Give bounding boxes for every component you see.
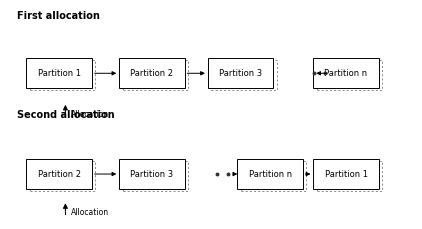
Bar [119, 58, 185, 88]
Text: Allocation: Allocation [70, 110, 108, 119]
Text: Partition 3: Partition 3 [219, 69, 262, 78]
Bar [313, 159, 379, 189]
Text: Partition n: Partition n [325, 69, 368, 78]
Bar [241, 161, 306, 191]
Bar [122, 60, 188, 90]
Text: Partition 1: Partition 1 [325, 169, 368, 179]
Bar [30, 161, 95, 191]
Bar [316, 60, 382, 90]
Text: Partition 3: Partition 3 [130, 169, 173, 179]
Text: Partition 2: Partition 2 [130, 69, 173, 78]
Bar [27, 159, 92, 189]
Bar [27, 58, 92, 88]
Text: Second allocation: Second allocation [17, 109, 114, 120]
Text: Partition 1: Partition 1 [38, 69, 81, 78]
Bar [211, 60, 277, 90]
Text: First allocation: First allocation [17, 11, 100, 21]
Bar [316, 161, 382, 191]
Bar [30, 60, 95, 90]
Text: Partition n: Partition n [249, 169, 292, 179]
Text: Partition 2: Partition 2 [38, 169, 81, 179]
Text: Allocation: Allocation [70, 208, 108, 218]
Bar [313, 58, 379, 88]
Bar [122, 161, 188, 191]
Bar [208, 58, 273, 88]
Bar [119, 159, 185, 189]
Bar [237, 159, 303, 189]
